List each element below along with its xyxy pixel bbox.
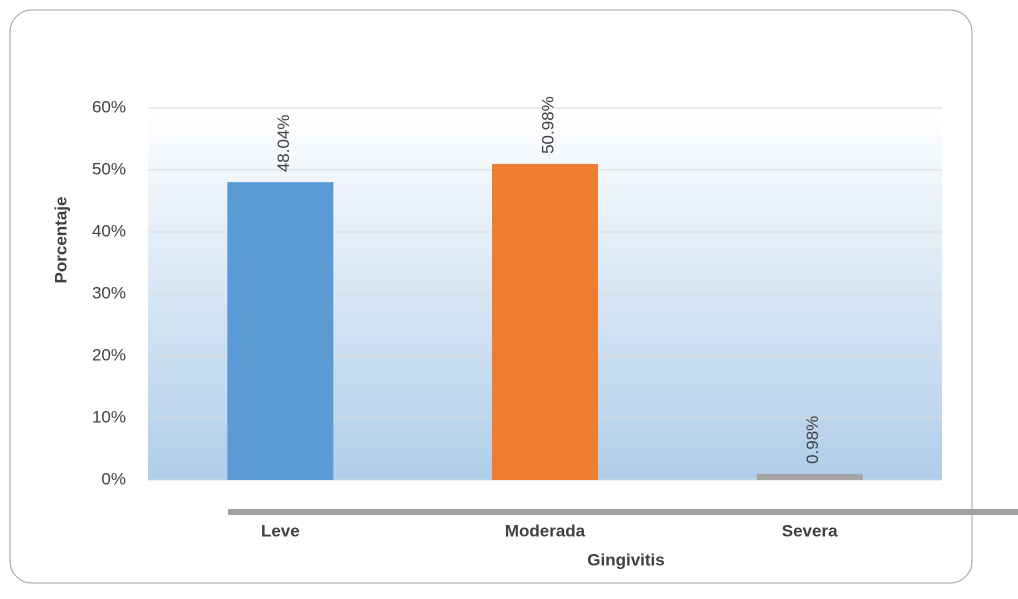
- y-axis-title: Porcentaje: [51, 197, 70, 284]
- y-tick-label: 50%: [92, 159, 126, 178]
- y-tick-label: 60%: [92, 97, 126, 116]
- value-label: 48.04%: [274, 114, 293, 172]
- x-tick-label: Moderada: [505, 521, 586, 540]
- y-tick-label: 0%: [101, 469, 126, 488]
- bar: [492, 163, 598, 480]
- x-tick-label: Severa: [782, 521, 838, 540]
- x-axis-title: Gingivitis: [587, 550, 664, 569]
- y-tick-label: 30%: [92, 283, 126, 302]
- value-label: 0.98%: [803, 416, 822, 464]
- bar: [227, 182, 334, 481]
- y-tick-label: 10%: [92, 407, 126, 426]
- bar: [756, 473, 863, 480]
- y-tick-label: 20%: [92, 345, 126, 364]
- x-tick-label: Leve: [261, 521, 300, 540]
- y-tick-label: 40%: [92, 221, 126, 240]
- value-label: 50.98%: [538, 96, 557, 154]
